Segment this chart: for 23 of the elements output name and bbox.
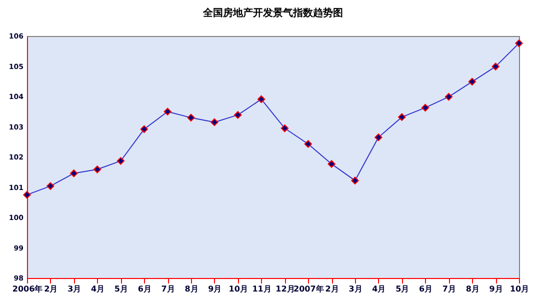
x-tick-label: 2007年	[294, 284, 324, 294]
x-tick-label: 7月	[442, 284, 456, 294]
x-tick-label: 5月	[114, 284, 128, 294]
x-tick-label: 2006年	[12, 284, 43, 294]
x-tick-label: 6月	[138, 284, 152, 294]
x-tick-label: 5月	[396, 284, 410, 294]
chart-title: 全国房地产开发景气指数趋势图	[202, 7, 343, 19]
x-tick-label: 8月	[466, 284, 480, 294]
x-tick-label: 9月	[208, 284, 222, 294]
x-tick-label: 4月	[90, 284, 105, 294]
x-tick-label: 10月	[228, 284, 248, 294]
x-tick-label: 2月	[44, 284, 58, 294]
x-tick-label: 8月	[184, 284, 198, 294]
x-tick-label: 12月	[276, 284, 295, 294]
x-tick-label: 6月	[418, 284, 433, 294]
x-tick-label: 4月	[372, 284, 386, 294]
x-tick-label: 11月	[252, 284, 272, 294]
x-tick-label: 10月	[510, 284, 530, 294]
x-tick-label: 2月	[325, 284, 339, 294]
x-tick-label: 3月	[68, 284, 82, 294]
x-tick-label: 3月	[348, 284, 362, 294]
x-tick-label: 7月	[161, 284, 175, 294]
x-tick-label: 9月	[489, 284, 503, 294]
